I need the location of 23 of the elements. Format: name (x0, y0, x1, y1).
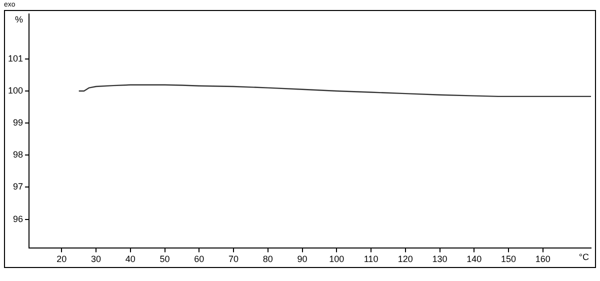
x-tick-label: 70 (228, 254, 239, 264)
y-tick-label: 98 (13, 150, 24, 160)
y-tick-label: 101 (8, 53, 24, 64)
x-tick-label: 20 (56, 254, 67, 264)
x-tick-label: 140 (466, 254, 482, 264)
x-tick-label: 100 (329, 254, 344, 264)
x-tick-label: 150 (500, 254, 516, 264)
x-axis-title: °C (578, 252, 590, 262)
x-tick-label: 50 (160, 254, 170, 264)
x-tick-label: 80 (262, 254, 273, 264)
y-axis-title: % (15, 14, 24, 24)
x-tick-label: 60 (194, 254, 204, 264)
x-tick-label: 110 (364, 254, 378, 264)
x-tick-label: 40 (125, 254, 136, 264)
x-tick-label: 160 (535, 254, 550, 264)
y-tick-label: 100 (8, 85, 24, 96)
x-tick-label: 90 (297, 254, 308, 264)
y-tick-label: 96 (13, 214, 24, 224)
x-tick-label: 130 (432, 254, 448, 264)
y-tick-label: 99 (13, 118, 24, 128)
y-tick-label: 97 (13, 182, 24, 192)
x-tick-label: 30 (91, 254, 102, 264)
x-tick-label: 120 (398, 254, 413, 264)
